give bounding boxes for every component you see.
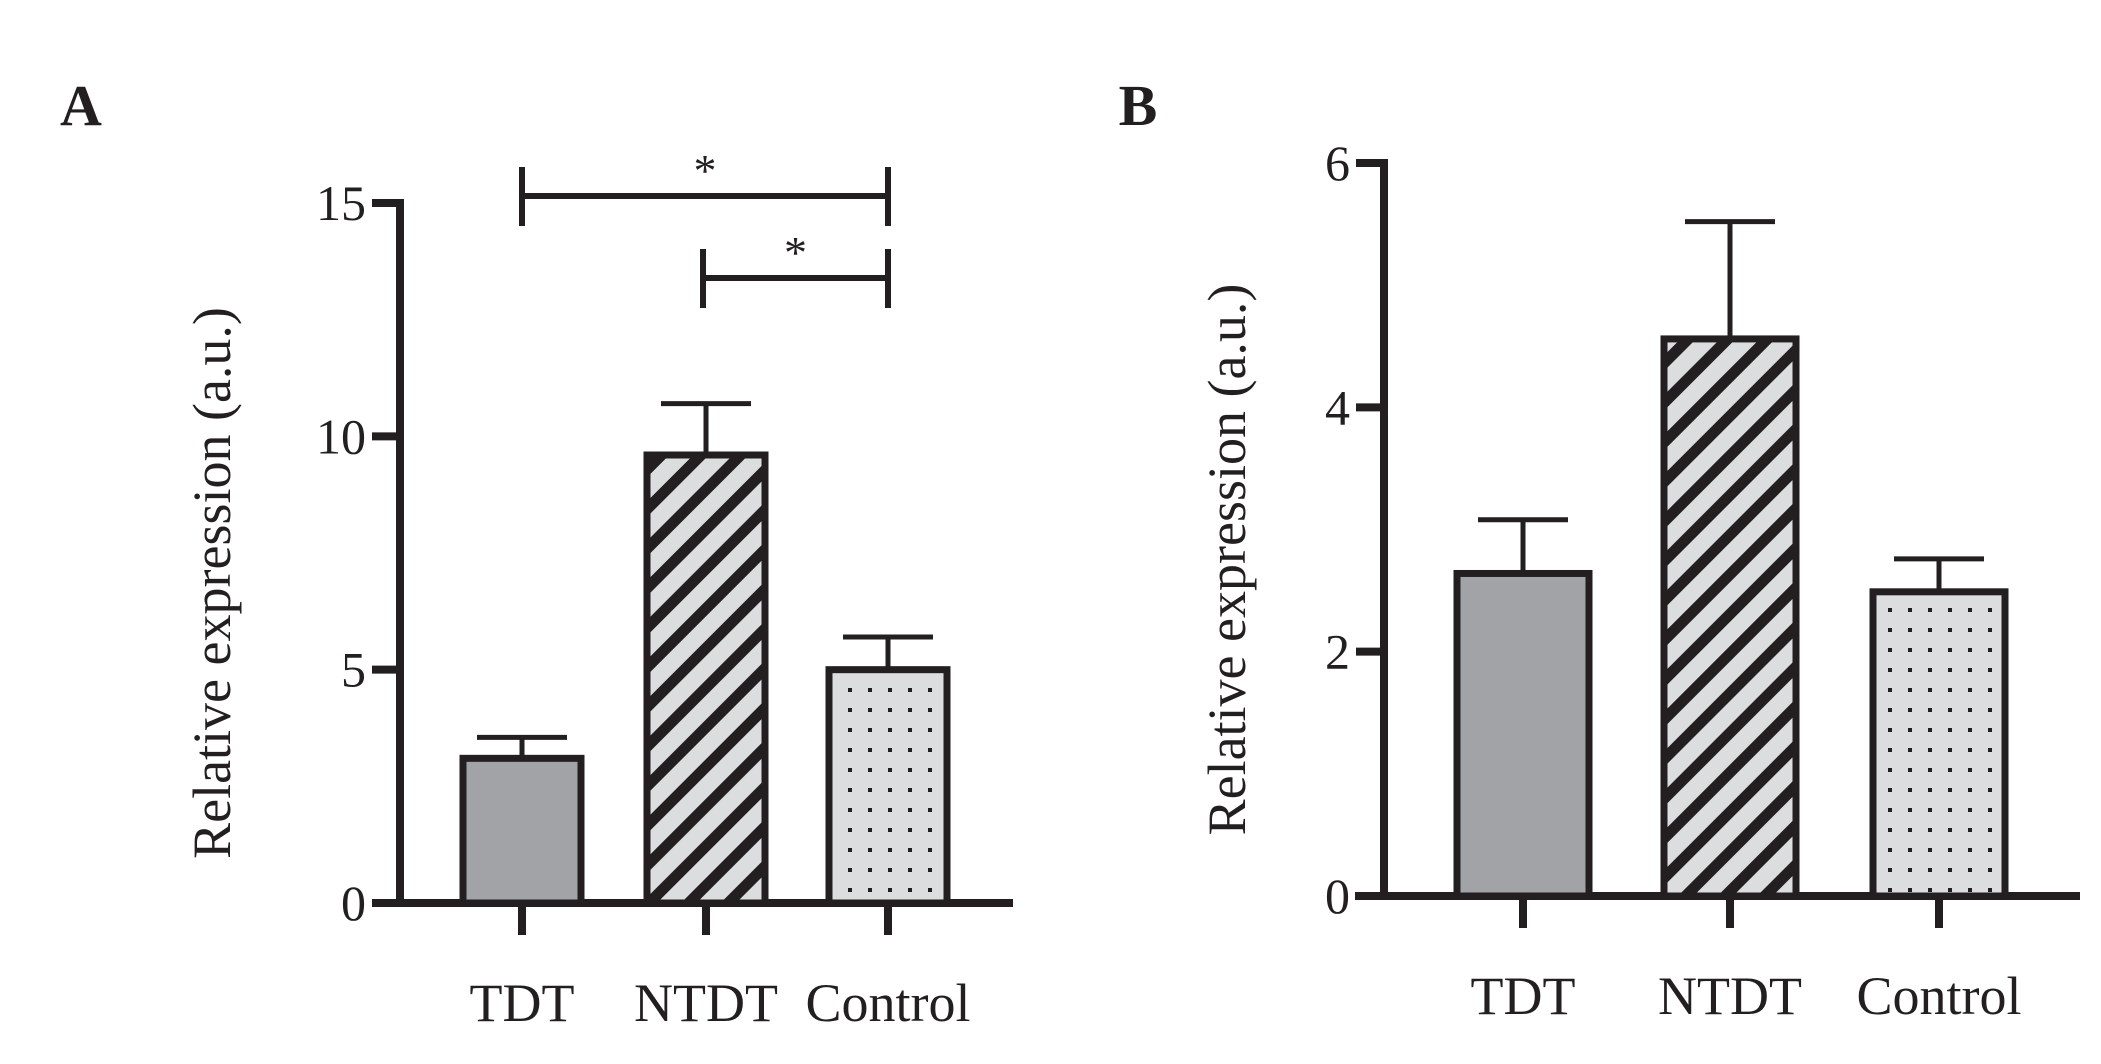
significance-star: * bbox=[784, 227, 807, 278]
panel-a: A 0 5 10 15 Relative expression (a.u.) TDT NTDT… bbox=[60, 73, 1013, 1033]
bar-ntdt bbox=[643, 451, 769, 907]
bar-tdt bbox=[459, 754, 585, 907]
y-tick-label: 4 bbox=[1325, 379, 1350, 435]
y-axis-title: Relative expression (a.u.) bbox=[182, 307, 242, 859]
y-tick-label: 0 bbox=[1325, 868, 1350, 924]
bar-tdt bbox=[1453, 569, 1593, 900]
y-tick-label: 6 bbox=[1325, 135, 1350, 191]
bar-control bbox=[1869, 588, 2009, 900]
significance-star: * bbox=[694, 145, 717, 196]
x-tick-label: NTDT bbox=[1658, 966, 1802, 1026]
y-tick-label: 2 bbox=[1325, 624, 1350, 680]
bar-control bbox=[825, 666, 951, 907]
bar-ntdt bbox=[1660, 335, 1800, 900]
y-axis-title: Relative expression (a.u.) bbox=[1197, 284, 1257, 836]
x-tick-label: TDT bbox=[470, 973, 575, 1033]
panel-b: B 0 2 4 6 Relative expression (a.u.) TDT NTDT Co… bbox=[1119, 73, 2080, 1026]
y-tick-label: 0 bbox=[341, 875, 366, 931]
x-tick-label: NTDT bbox=[634, 973, 778, 1033]
y-tick-label: 15 bbox=[316, 175, 366, 231]
x-tick-label: Control bbox=[805, 973, 970, 1033]
x-tick-label: Control bbox=[1856, 966, 2021, 1026]
y-tick-label: 10 bbox=[316, 408, 366, 464]
x-tick-label: TDT bbox=[1471, 966, 1576, 1026]
panel-label: B bbox=[1119, 73, 1158, 138]
y-tick-label: 5 bbox=[341, 642, 366, 698]
panel-label: A bbox=[60, 73, 102, 138]
